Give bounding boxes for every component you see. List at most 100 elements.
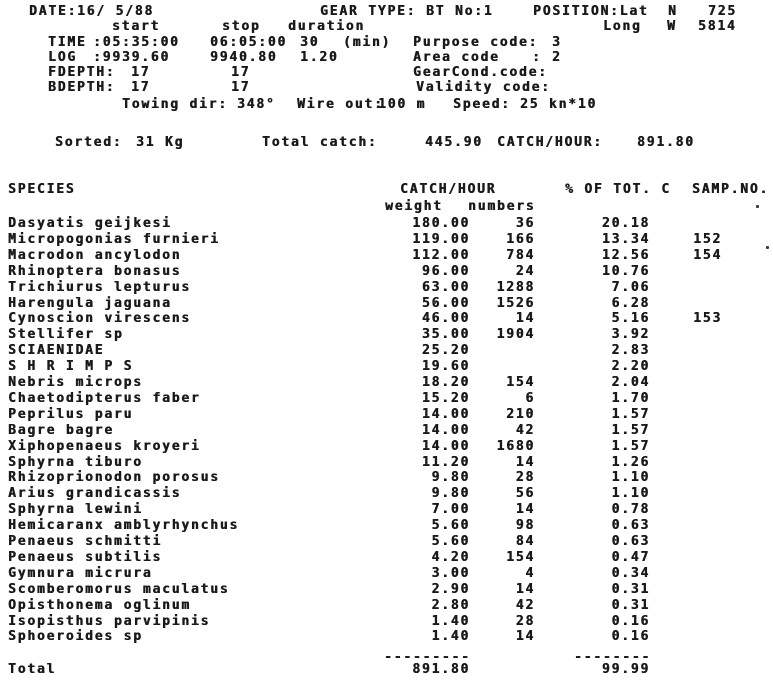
towing-dir-label: Towing dir: (122, 97, 228, 112)
date-label: DATE: (29, 4, 78, 19)
log-label: LOG (48, 50, 77, 65)
species-weight: 119.00 (412, 231, 470, 247)
wire-out-label: Wire out: (297, 97, 384, 112)
table-row: Rhinoptera bonasus 96.00 24 10.76 (0, 265, 773, 281)
species-weight: 56.00 (421, 295, 470, 311)
species-weight: 2.90 (431, 581, 470, 597)
species-name: Trichiurus lepturus (8, 279, 191, 295)
species-weight: 14.00 (421, 422, 470, 438)
species-numbers: 1904 (496, 327, 535, 343)
species-numbers: 24 (515, 263, 535, 279)
scan-speck (433, 301, 436, 304)
species-pct: 0.63 (611, 534, 650, 549)
species-sample: 153 (693, 311, 722, 327)
samp-no-column-header: SAMP.NO. (692, 182, 770, 197)
species-numbers: 98 (515, 518, 535, 534)
species-pct: 0.31 (611, 581, 650, 597)
long-label: Long (603, 19, 642, 34)
species-pct: 0.78 (611, 502, 650, 518)
table-row: Chaetodipterus faber 15.20 6 1.70 (0, 392, 773, 408)
species-weight: 7.00 (431, 502, 470, 518)
catch-hour-column-header: CATCH/HOUR (400, 182, 497, 197)
species-name: Opisthonema oglinum (8, 597, 191, 613)
log-start-value: :9939.60 (93, 50, 171, 65)
table-row: Gymnura micrura 3.00 4 0.34 (0, 567, 773, 583)
species-pct: 1.10 (611, 486, 650, 502)
species-numbers: 154 (506, 549, 535, 565)
scan-speck (756, 205, 759, 208)
species-pct: 1.26 (611, 454, 650, 470)
species-name: Micropogonias furnieri (8, 231, 220, 247)
species-name: Rhizoprionodon porosus (8, 470, 220, 486)
species-name: Scomberomorus maculatus (8, 581, 230, 597)
species-pct: 1.10 (611, 470, 650, 486)
species-pct: 13.34 (601, 231, 650, 247)
species-pct: 1.57 (611, 406, 650, 422)
species-pct: 6.28 (611, 295, 650, 311)
species-weight: 63.00 (421, 279, 470, 295)
species-numbers: 14 (515, 454, 535, 470)
species-name: Sphyrna tiburo (8, 454, 143, 470)
species-numbers: 154 (506, 375, 535, 390)
species-weight: 180.00 (412, 216, 470, 231)
area-code-colon: : (532, 50, 542, 65)
species-name: Sphoeroides sp (8, 629, 143, 645)
long-hemisphere: W (667, 19, 677, 34)
species-numbers: 784 (506, 247, 535, 263)
col-head-start: start (112, 19, 161, 34)
species-weight: 35.00 (421, 327, 470, 343)
species-numbers: 166 (506, 231, 535, 247)
species-weight: 9.80 (431, 470, 470, 486)
species-name: Xiphopenaeus kroyeri (8, 438, 201, 454)
table-row: Xiphopenaeus kroyeri 14.00 1680 1.57 (0, 440, 773, 456)
species-name: Dasyatis geijkesi (8, 216, 172, 231)
species-name: Cynoscion virescens (8, 311, 191, 327)
species-pct: 7.06 (611, 279, 650, 295)
species-numbers: 36 (515, 216, 535, 231)
species-weight: 2.80 (431, 597, 470, 613)
fdepth-start: 17 (131, 65, 151, 80)
table-row: Micropogonias furnieri 119.00 166 13.34 152 (0, 233, 773, 249)
table-row: Scomberomorus maculatus 2.90 14 0.31 (0, 583, 773, 599)
total-catch-label: Total catch: (262, 135, 378, 150)
towing-dir-value: 348° (237, 97, 276, 112)
table-row: S H R I M P S 19.60 2.20 (0, 360, 773, 376)
species-weight: 19.60 (421, 359, 470, 375)
species-numbers: 210 (506, 406, 535, 422)
species-sample: 152 (693, 231, 722, 247)
species-pct: 20.18 (601, 216, 650, 231)
catch-hour-label: CATCH/HOUR: (497, 135, 603, 150)
pct-column-header: % OF TOT. C (565, 182, 671, 197)
total-row: Total 891.80 99.99 (0, 663, 773, 679)
species-numbers: 6 (525, 390, 535, 406)
species-pct: 0.47 (611, 549, 650, 565)
species-weight: 4.20 (431, 549, 470, 565)
species-weight: 46.00 (421, 311, 470, 327)
total-rule-row: --------- -------- (0, 651, 773, 667)
time-stop-value: 06:05:00 (210, 35, 288, 50)
species-pct: 2.20 (611, 359, 650, 375)
table-row: Arius grandicassis 9.80 56 1.10 (0, 487, 773, 503)
validity-code-label: Validity code: (416, 80, 551, 95)
species-name: Harengula jaguana (8, 295, 172, 311)
table-row: SCIAENIDAE 25.20 2.83 (0, 344, 773, 360)
species-pct: 0.16 (611, 629, 650, 645)
species-name: Macrodon ancylodon (8, 247, 182, 263)
gear-type-value: BT No:1 (426, 4, 494, 19)
species-pct: 1.57 (611, 438, 650, 454)
col-head-duration: duration (288, 19, 366, 34)
species-pct: 0.63 (611, 518, 650, 534)
species-weight: 96.00 (421, 263, 470, 279)
total-label: Total (8, 662, 57, 677)
table-row: Macrodon ancylodon 112.00 784 12.56 154 (0, 249, 773, 265)
species-weight: 5.60 (431, 534, 470, 549)
bdepth-label: BDEPTH: (48, 80, 116, 95)
total-catch-value: 445.90 (425, 135, 483, 150)
time-start-value: :05:35:00 (93, 35, 180, 50)
log-stop-value: 9940.80 (210, 50, 278, 65)
species-numbers: 56 (515, 486, 535, 502)
species-weight: 11.20 (421, 454, 470, 470)
area-code-value: 2 (552, 50, 562, 65)
scan-speck (766, 246, 769, 249)
